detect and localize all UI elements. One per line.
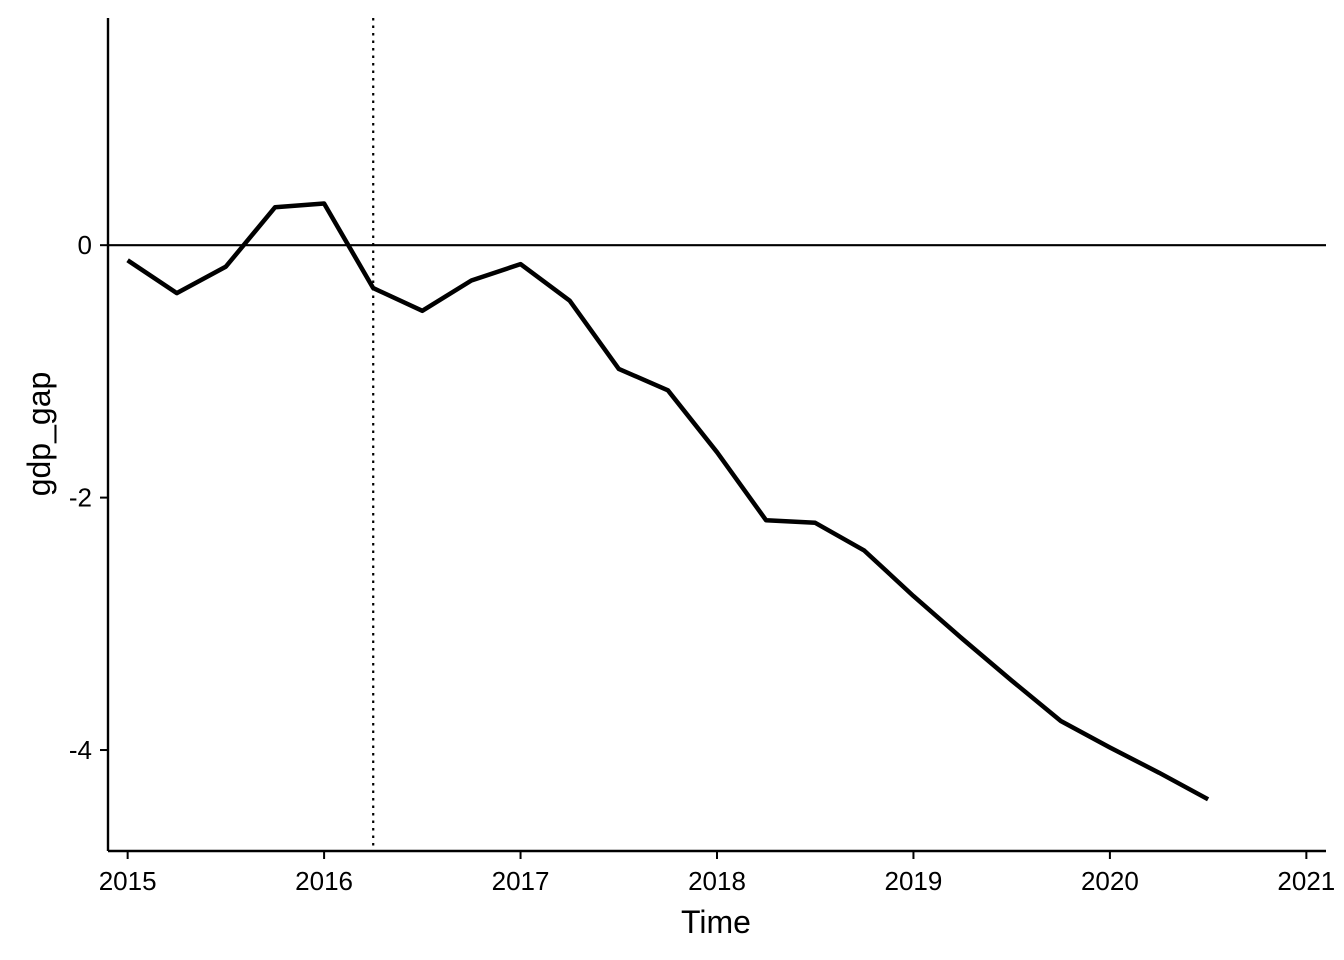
- y-axis-title: gdp_gap: [21, 372, 57, 497]
- y-tick-label: -2: [69, 483, 92, 513]
- axes: [106, 18, 1326, 853]
- x-axis-title: Time: [681, 904, 751, 940]
- x-tick-label: 2016: [295, 866, 353, 896]
- ticks: 2015 2016 2017 2018 2019 2020 2021 0 -2 -4: [69, 230, 1335, 896]
- x-tick-label: 2015: [99, 866, 157, 896]
- reference-lines: [108, 18, 1326, 851]
- series-group: [126, 201, 1210, 802]
- x-tick-label: 2019: [885, 866, 943, 896]
- y-tick-label: -4: [69, 735, 92, 765]
- x-tick-label: 2017: [492, 866, 550, 896]
- series-line-1: [126, 201, 1210, 802]
- x-tick-label: 2020: [1081, 866, 1139, 896]
- x-tick-label: 2018: [688, 866, 746, 896]
- y-tick-label: 0: [78, 230, 92, 260]
- x-tick-label: 2021: [1277, 866, 1335, 896]
